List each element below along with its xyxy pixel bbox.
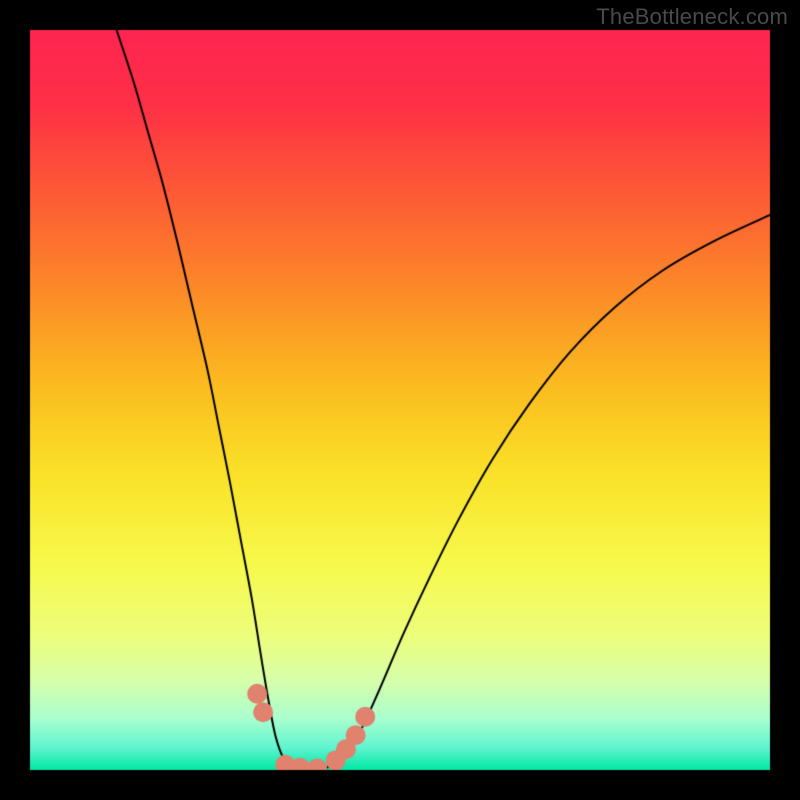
chart-canvas [0, 0, 800, 800]
chart-stage: TheBottleneck.com [0, 0, 800, 800]
watermark-label: TheBottleneck.com [596, 4, 788, 30]
